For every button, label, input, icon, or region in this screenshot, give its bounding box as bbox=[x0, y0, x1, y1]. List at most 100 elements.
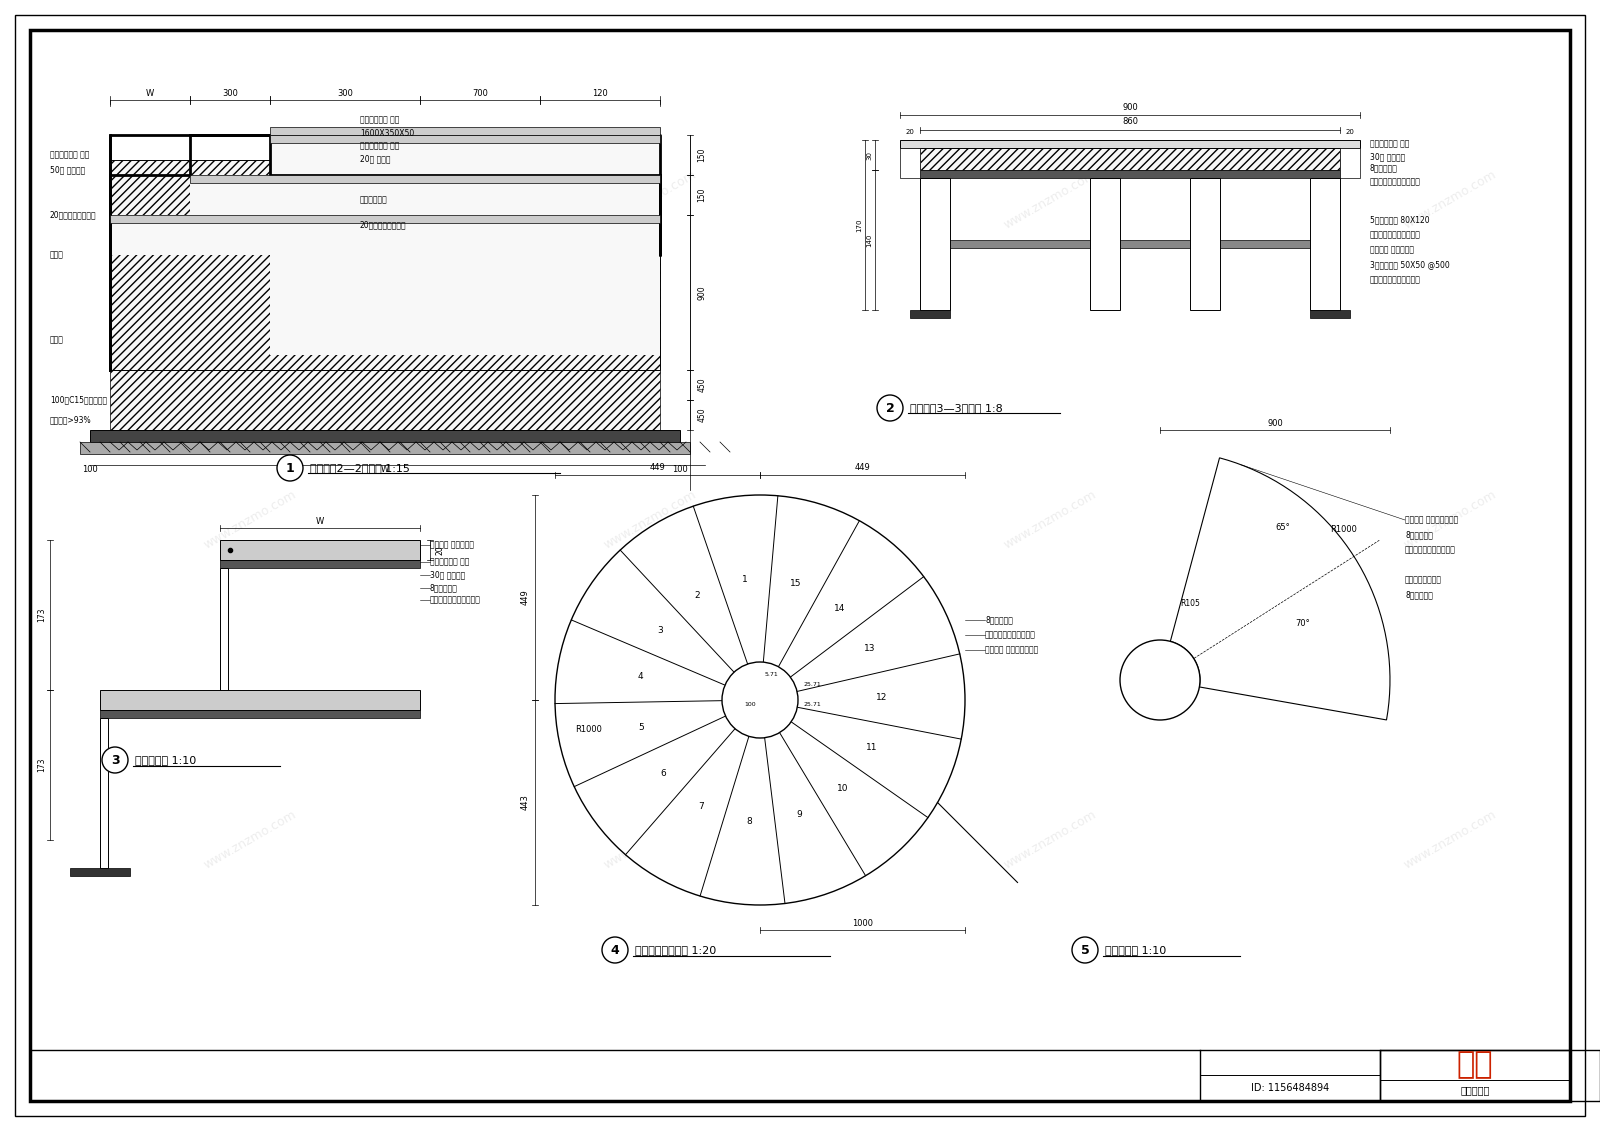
Text: W: W bbox=[146, 88, 154, 97]
Bar bbox=[70, 867, 130, 877]
Circle shape bbox=[602, 936, 627, 962]
Text: 30厚 异形加工: 30厚 异形加工 bbox=[1370, 153, 1405, 162]
Text: 钢楔卡步 云石胶固定: 钢楔卡步 云石胶固定 bbox=[430, 541, 474, 550]
Text: 449: 449 bbox=[650, 464, 666, 473]
Text: 3: 3 bbox=[110, 753, 120, 767]
Text: 20: 20 bbox=[906, 129, 915, 135]
Text: 25.71: 25.71 bbox=[803, 702, 821, 708]
Circle shape bbox=[277, 455, 302, 481]
Text: 12: 12 bbox=[875, 693, 886, 702]
Text: 20厚白色水洗石饰面: 20厚白色水洗石饰面 bbox=[360, 221, 406, 230]
Text: 鄱明部分白色氟碳漆饰面: 鄱明部分白色氟碳漆饰面 bbox=[1370, 231, 1421, 240]
Text: 30: 30 bbox=[866, 150, 872, 159]
Bar bbox=[1310, 178, 1341, 310]
Bar bbox=[1379, 1050, 1600, 1100]
Text: 140: 140 bbox=[866, 233, 872, 247]
Text: 100: 100 bbox=[82, 466, 98, 475]
Text: 6: 6 bbox=[661, 769, 666, 778]
Text: 素土夯实>93%: 素土夯实>93% bbox=[50, 415, 91, 424]
Bar bbox=[110, 370, 661, 430]
Bar bbox=[899, 140, 1360, 148]
Text: 25.71: 25.71 bbox=[803, 682, 821, 688]
Polygon shape bbox=[1170, 458, 1390, 720]
Text: 鄱明部分白色氟碳漆饰面: 鄱明部分白色氟碳漆饰面 bbox=[430, 596, 482, 604]
Text: 鄱明部分白色氟碳漆饰面: 鄱明部分白色氟碳漆饰面 bbox=[1370, 276, 1421, 285]
Bar bbox=[30, 1050, 1570, 1100]
Bar bbox=[1341, 148, 1360, 178]
Text: 楚梯详图二: 楚梯详图二 bbox=[1461, 1085, 1490, 1095]
Text: www.znzmo.com: www.znzmo.com bbox=[1402, 809, 1499, 872]
Circle shape bbox=[877, 395, 902, 421]
Text: 踏步平面图 1:10: 踏步平面图 1:10 bbox=[1106, 946, 1166, 955]
Text: 150: 150 bbox=[698, 148, 707, 162]
Text: R1000: R1000 bbox=[574, 725, 602, 734]
Text: 150: 150 bbox=[698, 188, 707, 202]
Text: 4: 4 bbox=[611, 943, 619, 957]
Bar bbox=[920, 170, 1341, 178]
Bar bbox=[270, 135, 661, 143]
Text: 钢楔卡步 台色氟碳漆饰面: 钢楔卡步 台色氟碳漆饰面 bbox=[1405, 516, 1458, 525]
Text: 30厚 异形加工: 30厚 异形加工 bbox=[430, 570, 466, 579]
Text: 170: 170 bbox=[856, 218, 862, 232]
Text: 旋转楼梯3—3剖面图 1:8: 旋转楼梯3—3剖面图 1:8 bbox=[910, 403, 1003, 413]
Text: 11: 11 bbox=[866, 743, 877, 752]
Text: 2: 2 bbox=[694, 592, 701, 601]
Text: R105: R105 bbox=[1181, 599, 1200, 608]
Text: 旋转楼梯平面示意 1:20: 旋转楼梯平面示意 1:20 bbox=[635, 946, 717, 955]
Text: 7: 7 bbox=[698, 802, 704, 811]
Text: 2: 2 bbox=[886, 402, 894, 414]
Text: 449: 449 bbox=[854, 464, 870, 473]
Text: 100厚C15混凝土垫层: 100厚C15混凝土垫层 bbox=[50, 396, 107, 405]
Text: 70°: 70° bbox=[1294, 619, 1310, 628]
Bar bbox=[221, 568, 229, 690]
Bar bbox=[1310, 310, 1350, 318]
Text: 5.71: 5.71 bbox=[765, 673, 779, 677]
Text: 3: 3 bbox=[658, 625, 664, 634]
Text: 100: 100 bbox=[672, 466, 688, 475]
Text: 芝麻灰花岗岩 烧面: 芝麻灰花岗岩 烧面 bbox=[360, 115, 400, 124]
Bar bbox=[920, 178, 950, 310]
Text: 8厚镀锌钢板: 8厚镀锌钢板 bbox=[986, 615, 1013, 624]
Bar bbox=[190, 175, 661, 215]
Text: 知末: 知末 bbox=[1456, 1051, 1493, 1079]
Bar bbox=[99, 710, 419, 718]
Bar bbox=[920, 240, 1341, 248]
Text: 20厚 种植土: 20厚 种植土 bbox=[360, 155, 390, 164]
Text: ID: 1156484894: ID: 1156484894 bbox=[1251, 1083, 1330, 1093]
Text: 20厚白色水洗石饰面: 20厚白色水洗石饰面 bbox=[50, 210, 96, 219]
Bar bbox=[80, 442, 690, 454]
Text: 芝麻灰花岗岩 烧面: 芝麻灰花岗岩 烧面 bbox=[1370, 139, 1410, 148]
Text: 饰面详平面图标注: 饰面详平面图标注 bbox=[1405, 576, 1442, 585]
Text: 10: 10 bbox=[837, 785, 848, 793]
Text: 芝麻灰花岗岩 烧面: 芝麻灰花岗岩 烧面 bbox=[430, 558, 469, 567]
Bar bbox=[99, 690, 419, 710]
Text: 8厚镀锌钢板: 8厚镀锌钢板 bbox=[1405, 590, 1434, 599]
Text: W: W bbox=[315, 518, 325, 527]
Text: www.znzmo.com: www.znzmo.com bbox=[202, 489, 299, 552]
Bar bbox=[270, 135, 661, 355]
Text: 鄱明部分白色氟碳漆饰面: 鄱明部分白色氟碳漆饰面 bbox=[1370, 178, 1421, 187]
Text: 300: 300 bbox=[222, 88, 238, 97]
Text: 443: 443 bbox=[520, 795, 530, 811]
Text: 450: 450 bbox=[698, 407, 707, 422]
Circle shape bbox=[555, 495, 965, 905]
Text: www.znzmo.com: www.znzmo.com bbox=[1002, 809, 1099, 872]
Text: 芝麻灰花岗岩 烧面: 芝麻灰花岗岩 烧面 bbox=[50, 150, 90, 159]
Text: 15: 15 bbox=[790, 579, 802, 588]
Text: 种植土: 种植土 bbox=[50, 250, 64, 259]
Circle shape bbox=[1120, 640, 1200, 720]
Bar bbox=[1190, 178, 1221, 310]
Text: www.znzmo.com: www.znzmo.com bbox=[1002, 489, 1099, 552]
Text: 120: 120 bbox=[592, 88, 608, 97]
Bar bbox=[190, 175, 661, 183]
Text: 449: 449 bbox=[520, 589, 530, 605]
Text: 1000: 1000 bbox=[851, 918, 874, 927]
Text: W: W bbox=[381, 466, 389, 475]
Text: 100: 100 bbox=[744, 702, 755, 708]
Text: www.znzmo.com: www.znzmo.com bbox=[1402, 169, 1499, 232]
Text: 173: 173 bbox=[37, 607, 46, 622]
Bar bbox=[920, 148, 1341, 170]
Text: 900: 900 bbox=[698, 285, 707, 300]
Text: 鄱明部分白色氟碳漆饰面: 鄱明部分白色氟碳漆饰面 bbox=[1405, 545, 1456, 554]
Text: 9: 9 bbox=[797, 811, 803, 819]
